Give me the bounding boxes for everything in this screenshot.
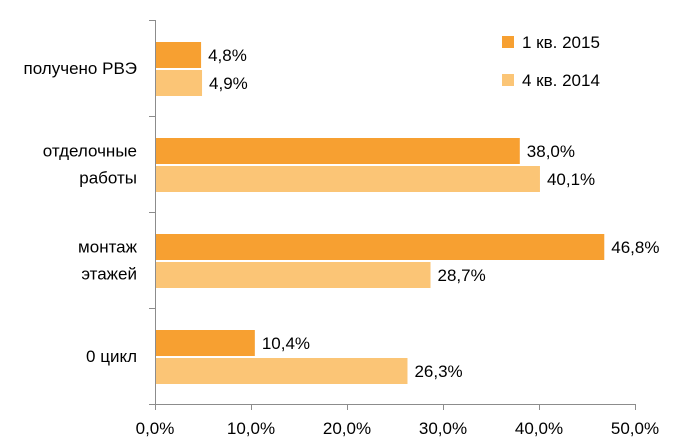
bar: [156, 330, 255, 356]
data-label: 26,3%: [414, 362, 462, 381]
x-tick-label: 20,0%: [323, 419, 371, 438]
category-label: этажей: [81, 265, 137, 284]
bar: [156, 234, 605, 260]
data-label: 10,4%: [262, 334, 310, 353]
category-label: получено РВЭ: [24, 59, 137, 78]
tick-labels: 0,0% 10,0% 20,0% 30,0% 40,0% 50,0% получено РВ…: [24, 59, 660, 438]
bar: [156, 70, 203, 96]
data-label: 40,1%: [547, 170, 595, 189]
data-label: 28,7%: [438, 266, 486, 285]
x-tick-label: 10,0%: [227, 419, 275, 438]
legend-label: 1 кв. 2015: [522, 33, 600, 52]
data-label: 46,8%: [611, 238, 659, 257]
bar: [156, 42, 202, 68]
legend-swatch: [502, 36, 514, 48]
legend-swatch: [502, 74, 514, 86]
category-label: работы: [79, 169, 137, 188]
bar: [156, 138, 520, 164]
category-label: 0 цикл: [86, 347, 137, 366]
category-label: отделочные: [43, 142, 137, 161]
x-tick-label: 40,0%: [515, 419, 563, 438]
axes: [149, 20, 636, 410]
data-label: 4,8%: [208, 46, 247, 65]
bar: [156, 166, 540, 192]
x-tick-label: 30,0%: [419, 419, 467, 438]
data-label: 38,0%: [527, 142, 575, 161]
data-label: 4,9%: [209, 74, 248, 93]
x-tick-label: 0,0%: [136, 419, 175, 438]
bar: [156, 358, 408, 384]
legend-label: 4 кв. 2014: [522, 71, 600, 90]
data-labels: 4,8% 38,0% 46,8% 10,4% 4,9% 40,1% 28,7% 26,3%: [208, 46, 659, 381]
bar: [156, 262, 431, 288]
x-tick-label: 50,0%: [611, 419, 659, 438]
legend: 1 кв. 2015 4 кв. 2014: [502, 33, 600, 90]
bars: [156, 42, 605, 384]
category-label: монтаж: [78, 238, 138, 257]
